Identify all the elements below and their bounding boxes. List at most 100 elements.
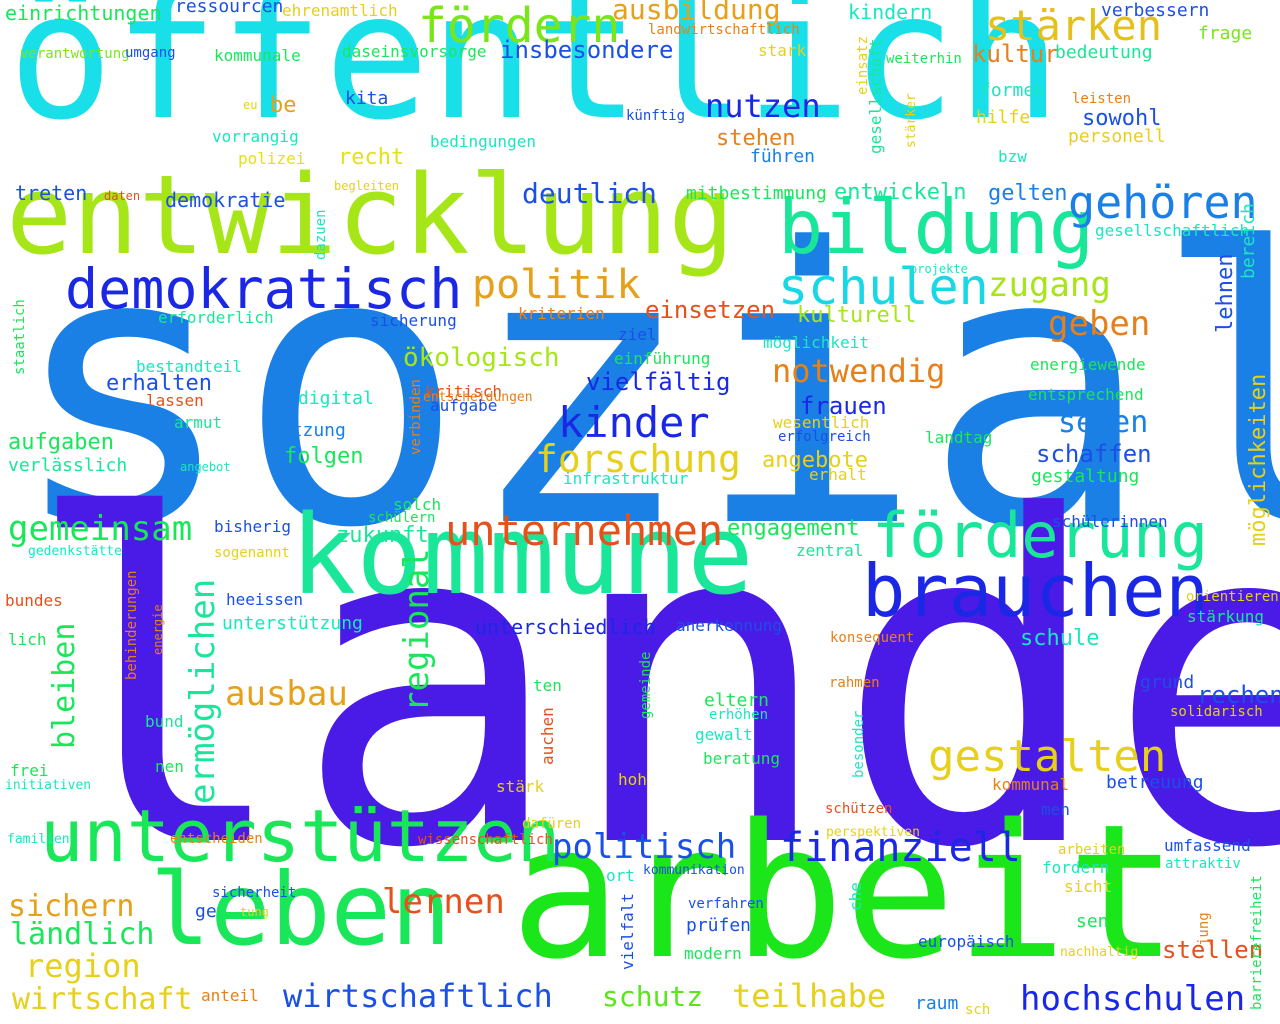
word-sozial: sozial [8,168,1280,611]
word-wesentlich: wesentlich [773,413,870,432]
word-frauen: frauen [800,392,887,420]
word-forderung: förderung [872,499,1208,572]
word-fordern: fordern [1042,858,1110,877]
word-lernen: lernen [382,882,505,922]
word-forschung: forschung [535,437,741,481]
word-sowohl: sowohl [1082,106,1162,131]
word-staatlich: staatlich [12,299,28,375]
word-entscheidungen: entscheidungen [423,390,533,405]
word-nutzung: nutzung [270,420,346,441]
word-region: region [25,947,141,985]
word-erfolgreich: erfolgreich [778,429,871,445]
word-raum: raum [915,993,959,1014]
word-bisherig: bisherig [214,517,292,536]
word-vielfaltig: vielfältig [586,368,731,396]
word-anteil: anteil [201,986,259,1005]
word-orientieren: orientieren [1186,589,1279,605]
word-energie: energie [151,604,165,655]
word-zugang: zugang [988,265,1111,305]
word-ermoglichen: ermöglichen [183,578,223,804]
word-zentral: zentral [796,541,864,560]
word-bedeutung: bedeutung [1055,42,1153,63]
word-wirtschaftlich: wirtschaftlich [283,977,553,1015]
word-kunftig: künftig [626,108,686,124]
word-nutzen: nutzen [705,87,821,125]
word-vielfalt: vielfalt [618,892,637,970]
word-starken: stärken [985,1,1163,50]
word-initiativen: initiativen [5,778,92,793]
word-hilfe: hilfe [976,107,1031,128]
word-einrichtungen: einrichtungen [5,1,162,25]
word-kommune: kommune [290,491,754,619]
word-tung: tung [240,905,269,919]
word-wirtschaft: wirtschaft [12,982,193,1017]
word-kindern: kindern [848,0,933,24]
word-bleiben: bleiben [47,622,82,749]
word-vorrangig: vorrangig [212,127,299,146]
word-landes: landes [22,423,1280,947]
word-verfahren: verfahren [688,896,764,912]
word-gemeinde: gemeinde [638,651,654,719]
word-jung: jung [1196,912,1212,946]
word-be: be [270,93,297,118]
word-sch: sch [965,1002,991,1018]
word-projekte: projekte [910,262,968,276]
word-landtag: landtag [925,428,993,447]
word-demokratisch: demokratisch [65,257,463,321]
word-verantwortung: verantwortung [20,46,130,62]
word-unterschiedlich: unterschiedlich [475,615,656,639]
word-angebot: angebot [180,460,231,474]
word-nachhaltig: nachhaltig [1060,945,1139,960]
word-bzw: bzw [998,147,1027,166]
word-gehoren: gehören [1068,176,1258,229]
word-sicht: sicht [1064,877,1113,896]
word-ziel: ziel [618,325,657,344]
word-zukunft: zukunft [336,523,429,548]
word-kommunal: kommunal [992,775,1070,794]
word-kinder: kinder [558,398,710,447]
word-formen: formen [980,80,1046,101]
word-finanziell: finanziell [780,825,1021,871]
word-anerkennung: anerkennung [676,616,782,635]
word-demokratie: demokratie [165,188,286,212]
word-rechen: rechen [1197,681,1280,709]
word-ausbildung: ausbildung [612,0,781,26]
word-men: men [1041,800,1070,819]
word-che: che [846,882,865,911]
word-kommunikation: kommunikation [643,863,745,878]
word-aufgaben: aufgaben [8,430,114,455]
word-moglichkeit: möglichkeit [763,333,869,352]
word-nen: nen [155,757,184,776]
word-gesellschaftlich: gesellschaftlich [1095,221,1250,240]
word-schutz: schutz [602,980,704,1013]
word-sen: sen [1076,911,1109,932]
word-europaisch: europäisch [918,932,1015,951]
word-konsequent: konsequent [830,630,915,646]
word-aufgabe: aufgabe [430,396,498,415]
word-bund: bund [145,712,184,731]
word-modern: modern [684,944,742,963]
word-solidarisch: solidarisch [1170,704,1263,720]
word-kommunale: kommunale [214,46,301,65]
word-lich: lich [8,630,47,649]
word-stehen: stehen [716,126,796,151]
word-gedenkstatte: gedenkstätte [28,544,122,559]
word-geben: geben [1048,304,1151,344]
word-daseinsvorsorge: daseinsvorsorge [342,42,487,61]
word-moglichkeiten: möglichkeiten [1246,373,1271,546]
word-okologisch: ökologisch [403,343,560,373]
word-schulen: schulen [778,258,989,316]
word-erhalten: erhalten [106,371,212,396]
word-grund: grund [1140,672,1195,693]
word-entwickeln: entwickeln [834,180,967,205]
word-rahmen: rahmen [829,675,880,691]
word-dafuren: dafüren [522,816,582,832]
word-beratung: beratung [703,749,781,768]
word-gestaltung: gestaltung [1031,466,1140,487]
word-entwicklung: entwicklung [6,151,735,279]
word-bereich: bereich [1238,203,1259,279]
word-angebote: angebote [762,448,868,473]
word-schulerinnen: schülerinnen [1052,512,1168,531]
word-sogenannt: sogenannt [214,545,290,561]
